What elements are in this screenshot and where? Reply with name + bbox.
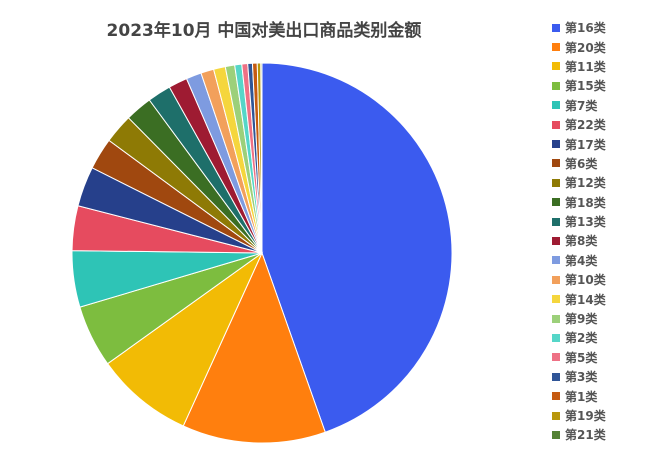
legend-label: 第18类 — [565, 195, 606, 210]
legend-label: 第14类 — [565, 292, 606, 307]
legend-item[interactable]: 第6类 — [552, 154, 606, 173]
legend-label: 第7类 — [565, 98, 598, 113]
legend-swatch — [552, 411, 560, 420]
legend-swatch — [552, 198, 560, 207]
legend-swatch — [552, 159, 560, 168]
legend-label: 第3类 — [565, 370, 598, 385]
legend-swatch — [552, 353, 560, 362]
legend-label: 第6类 — [565, 156, 598, 171]
chart-title: 2023年10月 中国对美出口商品类别金额 — [106, 21, 422, 41]
legend-item[interactable]: 第4类 — [552, 251, 606, 270]
legend-label: 第10类 — [565, 273, 606, 288]
pie-slice-3 — [106, 251, 264, 427]
legend-item[interactable]: 第22类 — [552, 115, 606, 134]
legend-item[interactable]: 第11类 — [552, 57, 606, 76]
legend-swatch — [552, 256, 560, 265]
legend-swatch — [552, 120, 560, 129]
legend-label: 第17类 — [565, 137, 606, 152]
legend-swatch — [552, 43, 560, 52]
legend-swatch — [552, 81, 560, 90]
legend-label: 第11类 — [565, 59, 606, 74]
chart-legend: 第16类第20类第11类第15类第7类第22类第17类第6类第12类第18类第1… — [552, 18, 606, 445]
legend-label: 第8类 — [565, 234, 598, 249]
pie-slice-2 — [182, 251, 326, 444]
legend-item[interactable]: 第20类 — [552, 37, 606, 56]
legend-label: 第12类 — [565, 176, 606, 191]
legend-swatch — [552, 275, 560, 284]
legend-swatch — [552, 140, 560, 149]
legend-swatch — [552, 295, 560, 304]
legend-item[interactable]: 第16类 — [552, 18, 606, 37]
legend-label: 第20类 — [565, 40, 606, 55]
legend-label: 第13类 — [565, 215, 606, 230]
legend-item[interactable]: 第9类 — [552, 309, 606, 328]
pie-slice-1 — [261, 62, 453, 433]
legend-label: 第1类 — [565, 389, 598, 404]
legend-swatch — [552, 333, 560, 342]
legend-label: 第16类 — [565, 21, 606, 36]
legend-item[interactable]: 第1类 — [552, 386, 606, 405]
legend-label: 第9类 — [565, 312, 598, 327]
legend-item[interactable]: 第8类 — [552, 231, 606, 250]
legend-item[interactable]: 第14类 — [552, 289, 606, 308]
legend-item[interactable]: 第17类 — [552, 134, 606, 153]
legend-item[interactable]: 第10类 — [552, 270, 606, 289]
legend-swatch — [552, 314, 560, 323]
legend-label: 第15类 — [565, 79, 606, 94]
legend-item[interactable]: 第18类 — [552, 193, 606, 212]
legend-item[interactable]: 第19类 — [552, 406, 606, 425]
legend-swatch — [552, 217, 560, 226]
legend-swatch — [552, 236, 560, 245]
legend-label: 第21类 — [565, 428, 606, 443]
legend-swatch — [552, 178, 560, 187]
legend-item[interactable]: 第12类 — [552, 173, 606, 192]
legend-item[interactable]: 第7类 — [552, 96, 606, 115]
legend-label: 第2类 — [565, 331, 598, 346]
legend-item[interactable]: 第13类 — [552, 212, 606, 231]
legend-swatch — [552, 62, 560, 71]
legend-item[interactable]: 第21类 — [552, 425, 606, 444]
legend-item[interactable]: 第5类 — [552, 348, 606, 367]
legend-label: 第5类 — [565, 350, 598, 365]
legend-swatch — [552, 23, 560, 32]
legend-swatch — [552, 392, 560, 401]
legend-label: 第22类 — [565, 118, 606, 133]
legend-item[interactable]: 第15类 — [552, 76, 606, 95]
legend-item[interactable]: 第3类 — [552, 367, 606, 386]
legend-label: 第4类 — [565, 253, 598, 268]
legend-swatch — [552, 430, 560, 439]
legend-swatch — [552, 101, 560, 110]
pie-slice-22 — [260, 62, 263, 254]
legend-item[interactable]: 第2类 — [552, 328, 606, 347]
legend-label: 第19类 — [565, 409, 606, 423]
legend-swatch — [552, 372, 560, 381]
